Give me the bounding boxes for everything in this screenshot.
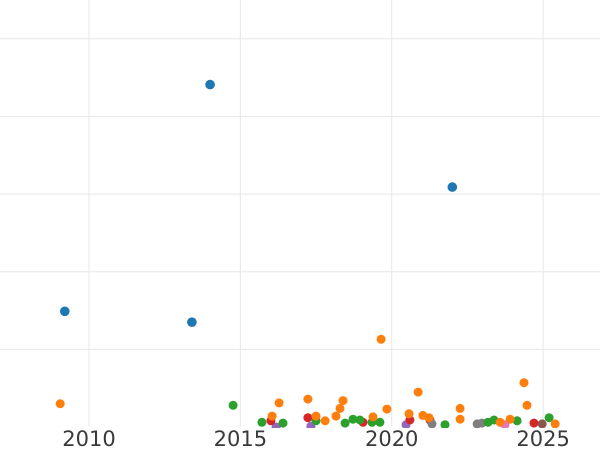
data-point-green (278, 418, 288, 428)
data-point-orange (505, 414, 515, 424)
data-point-orange (303, 394, 313, 404)
data-point-orange (455, 414, 465, 424)
data-point-orange (519, 378, 529, 388)
x-tick-label: 2015 (214, 427, 267, 450)
data-point-green (348, 414, 358, 424)
data-point-green (340, 418, 350, 428)
data-point-orange (311, 411, 321, 421)
data-point-orange (413, 387, 423, 397)
data-point-orange (495, 417, 505, 427)
data-point-green (440, 420, 450, 428)
data-point-red (529, 418, 539, 428)
x-tick-label: 2025 (516, 427, 569, 450)
data-point-orange (338, 396, 348, 406)
data-point-green (355, 415, 365, 425)
data-point-orange (335, 403, 345, 413)
data-point-blue (60, 306, 70, 317)
data-point-orange (320, 416, 330, 426)
data-point-blue (187, 317, 197, 328)
data-point-green (228, 400, 238, 410)
data-point-blue (205, 79, 215, 90)
x-tick-label: 2010 (62, 427, 115, 450)
data-point-red (303, 413, 313, 423)
data-point-orange (267, 411, 277, 421)
data-point-green (512, 416, 522, 426)
data-point-orange (550, 419, 560, 428)
data-point-orange (424, 413, 434, 423)
data-point-orange (368, 412, 378, 422)
data-point-orange (376, 334, 386, 344)
data-point-orange (274, 398, 284, 408)
data-point-brown (537, 419, 547, 428)
data-point-orange (455, 403, 465, 413)
data-point-green (257, 417, 267, 427)
data-point-blue (447, 182, 458, 192)
data-point-orange (522, 400, 532, 410)
data-point-orange (331, 411, 341, 421)
data-point-orange (404, 409, 414, 419)
data-point-green (375, 417, 385, 427)
data-point-orange (382, 404, 392, 414)
data-point-orange (55, 399, 65, 409)
data-point-green (544, 413, 554, 423)
x-tick-label: 2020 (365, 427, 418, 450)
